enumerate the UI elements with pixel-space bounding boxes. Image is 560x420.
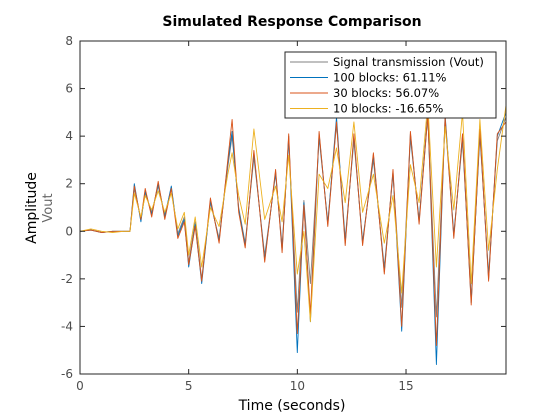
axes-frame bbox=[79, 40, 507, 375]
y-tick-label-5: 4 bbox=[65, 129, 73, 143]
x-tick-label-1: 5 bbox=[185, 379, 193, 393]
y-tick-label-3: 0 bbox=[65, 224, 73, 238]
legend-entry-3: 10 blocks: -16.65% bbox=[333, 102, 443, 116]
legend-entry-2: 30 blocks: 56.07% bbox=[333, 86, 439, 100]
series-layer bbox=[79, 102, 507, 365]
y-axis-sublabel: Vout bbox=[41, 193, 56, 222]
y-tick-label-6: 6 bbox=[65, 82, 73, 96]
y-axis-ticks: -6 -4 -2 0 2 4 6 8 bbox=[61, 34, 506, 381]
series-line-3 bbox=[79, 102, 507, 323]
legend-box bbox=[284, 51, 497, 119]
y-axis-label: Amplitude bbox=[24, 172, 40, 244]
legend[interactable]: Signal transmission (Vout) 100 blocks: 61… bbox=[284, 51, 497, 119]
series-line-2 bbox=[79, 114, 507, 346]
y-tick-label-2: -2 bbox=[61, 272, 73, 286]
x-axis-ticks: 0 5 10 15 bbox=[76, 41, 414, 393]
x-tick-label-0: 0 bbox=[76, 379, 84, 393]
legend-items: Signal transmission (Vout) 100 blocks: 61… bbox=[290, 55, 484, 116]
y-tick-label-7: 8 bbox=[65, 34, 73, 48]
y-tick-label-0: -6 bbox=[61, 367, 73, 381]
y-tick-label-1: -4 bbox=[61, 319, 73, 333]
x-tick-label-2: 10 bbox=[290, 379, 305, 393]
chart-title: Simulated Response Comparison bbox=[162, 14, 421, 30]
x-tick-label-3: 15 bbox=[398, 379, 413, 393]
legend-entry-0: Signal transmission (Vout) bbox=[333, 55, 484, 69]
legend-entry-1: 100 blocks: 61.11% bbox=[333, 71, 447, 85]
y-tick-label-4: 2 bbox=[65, 177, 73, 191]
x-axis-label: Time (seconds) bbox=[238, 398, 346, 414]
